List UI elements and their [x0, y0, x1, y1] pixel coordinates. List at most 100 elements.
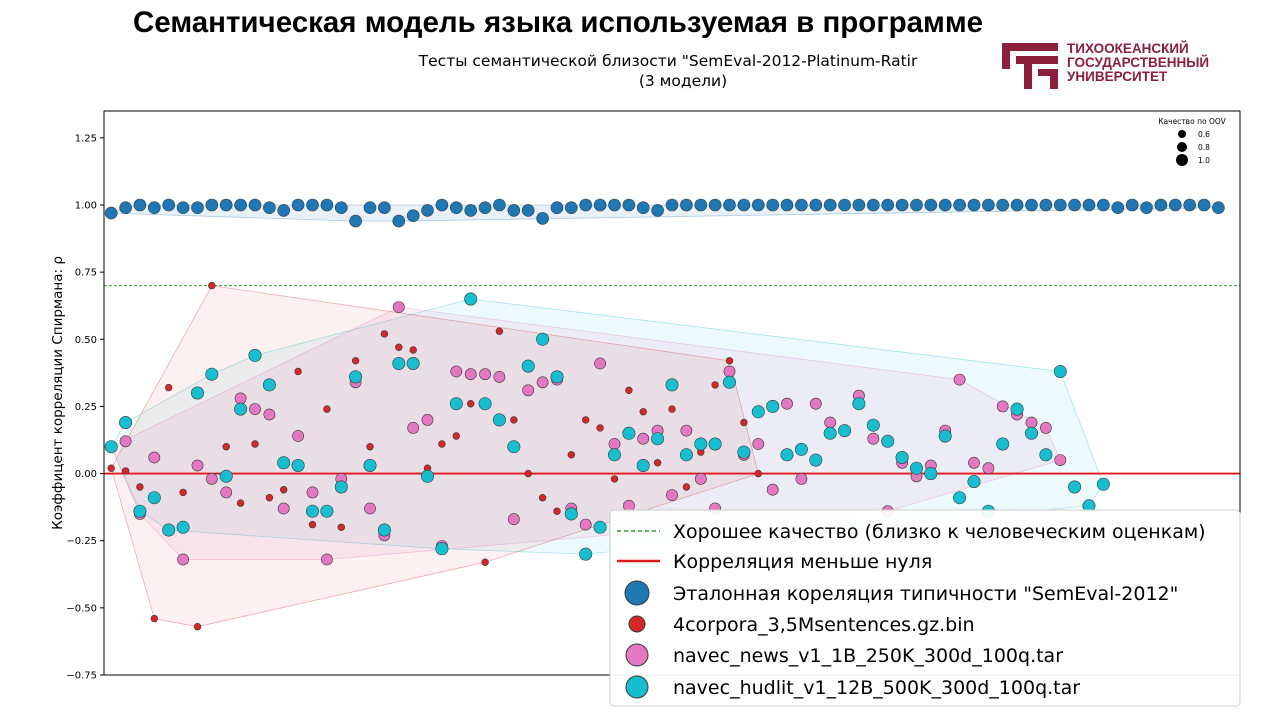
series-0-point [550, 201, 564, 214]
y-tick-label: 0.25 [75, 402, 97, 413]
series-3-point [780, 448, 794, 462]
series-2-point [407, 421, 420, 434]
series-1-point [294, 367, 302, 376]
series-0-point [823, 198, 837, 212]
series-3-point [478, 397, 492, 411]
series-2-point [320, 553, 333, 566]
series-1-point [754, 469, 762, 478]
university-logo: ТИХООКЕАНСКИЙ ГОСУДАРСТВЕННЫЙ УНИВЕРСИТЕ… [1000, 42, 1240, 90]
series-0-point [751, 198, 765, 212]
series-0-point [162, 198, 175, 212]
series-0-point [680, 198, 693, 212]
series-1-point [280, 486, 288, 494]
series-1-point [121, 467, 130, 475]
legend-label: Хорошее качество (близко к человеческим … [673, 521, 1206, 543]
series-3-point [248, 348, 262, 362]
series-1-point [179, 488, 187, 497]
series-2-point [507, 513, 520, 526]
series-3-point [866, 418, 880, 432]
series-1-point [581, 416, 590, 424]
legend-label: Корреляция меньше нуля [673, 551, 932, 573]
series-0-point [1054, 198, 1067, 212]
university-logo-icon [1002, 43, 1058, 89]
series-0-point [694, 198, 708, 212]
series-0-point [579, 198, 593, 212]
series-3-point [708, 437, 722, 451]
series-3-point [320, 504, 334, 518]
series-0-point [723, 198, 736, 212]
series-0-point [938, 198, 952, 212]
legend-box [609, 509, 1241, 707]
series-2-point [392, 301, 405, 313]
series-2-point [479, 368, 491, 381]
series-3-point [622, 426, 636, 440]
series-1-point [495, 327, 504, 335]
series-0-point [1197, 198, 1211, 212]
series-3-point [694, 437, 708, 451]
series-0-point [996, 198, 1010, 212]
series-2-point [205, 472, 218, 485]
series-3-point [909, 461, 923, 475]
series-0-point [1154, 198, 1168, 212]
series-0-point [378, 201, 391, 214]
series-2-point [781, 397, 793, 410]
legend-label: navec_hudlit_v1_12B_500K_300d_100q.tar [673, 677, 1080, 699]
series-1-point [208, 281, 216, 290]
series-1-point [438, 440, 446, 448]
y-tick-label: 0.75 [75, 268, 97, 279]
data-points [104, 198, 1225, 631]
y-tick-label: 1.00 [75, 201, 97, 212]
series-0-point [895, 198, 909, 212]
series-3-point [406, 356, 420, 370]
series-3-point [881, 434, 895, 448]
series-1-point [567, 451, 575, 459]
series-3-point [392, 356, 406, 370]
series-3-point [435, 542, 449, 556]
series-2-point [177, 553, 189, 566]
series-2-point [364, 502, 376, 515]
series-1-point [136, 483, 144, 491]
series-3-point [234, 402, 248, 416]
y-tick-label: 0.00 [75, 469, 97, 480]
size-legend-label: 0.6 [1198, 130, 1210, 139]
series-3-point [852, 397, 866, 411]
series-3-point [838, 424, 852, 438]
series-0-point [191, 201, 204, 214]
series-2-point [953, 373, 966, 386]
university-name-line-2: ГОСУДАРСТВЕННЫЙ [1067, 55, 1210, 70]
series-1-point [711, 381, 719, 389]
series-1-point [524, 469, 532, 478]
series-1-point [452, 432, 460, 440]
series-2-point [680, 424, 693, 437]
series-0-point [564, 201, 578, 214]
university-name-line-3: УНИВЕРСИТЕТ [1067, 69, 1168, 84]
series-3-point [536, 332, 550, 346]
series-0-point [1082, 198, 1096, 212]
series-3-point [277, 456, 291, 470]
series-3-point [521, 359, 535, 373]
series-0-point [636, 201, 650, 214]
y-tick-label: −0.50 [66, 603, 97, 614]
legend-marker [625, 675, 649, 699]
series-0-point [320, 198, 334, 212]
series-0-point [737, 198, 751, 212]
series-1-point [165, 383, 173, 392]
legend-label: 4corpora_3,5Msentences.gz.bin [673, 614, 975, 636]
series-0-point [982, 198, 995, 212]
series-2-point [795, 472, 808, 485]
series-3-point [607, 448, 621, 462]
series-1-point [409, 346, 417, 354]
series-1-point [538, 494, 547, 502]
series-1-point [222, 443, 230, 451]
series-3-point [924, 467, 938, 481]
y-tick-label: 1.25 [75, 133, 97, 144]
series-3-point [133, 504, 147, 518]
legend-label: Эталонная кореляция типичности "SemEval-… [673, 583, 1178, 605]
series-2-point [666, 489, 678, 501]
series-0-point [608, 198, 621, 212]
y-tick-label: −0.75 [66, 671, 97, 682]
series-0-point [219, 198, 233, 212]
series-0-point [1039, 198, 1053, 212]
series-0-point [119, 201, 132, 214]
series-2-point [493, 370, 506, 383]
